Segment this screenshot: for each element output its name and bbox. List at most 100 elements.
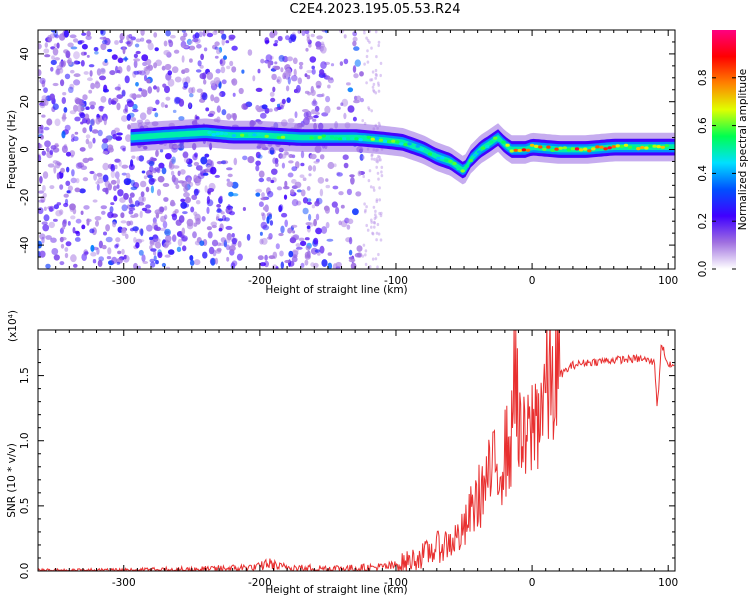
noise-speckle [99,75,106,81]
noise-speckle [89,170,95,175]
ridge-peak [440,156,445,160]
noise-speckle [226,181,234,188]
noise-speckle [270,97,276,103]
ridge-peak [542,147,547,151]
noise-speckle [299,65,303,70]
noise-speckle [190,206,195,213]
noise-speckle [213,77,221,85]
noise-speckle [100,43,107,51]
noise-speckle [106,256,112,260]
noise-speckle [333,163,337,168]
noise-speckle [274,65,281,70]
noise-speckle [135,242,140,249]
y-tick-label: 0.5 [19,498,31,515]
ridge-peak [419,147,424,151]
noise-speckle [271,168,278,175]
noise-speckle [157,175,165,183]
noise-speckle [219,30,225,35]
noise-speckle [325,95,331,103]
ridge-peak [427,152,433,156]
ridge-peak [321,134,326,138]
noise-speckle [65,241,72,247]
noise-speckle [126,65,131,72]
ridge-peak [480,146,486,150]
ridge-peak [415,144,420,148]
noise-speckle [150,185,154,194]
noise-speckle [336,172,343,177]
noise-speckle [116,178,121,185]
noise-speckle [364,262,368,266]
noise-speckle [221,79,227,85]
noise-speckle [226,167,233,171]
noise-speckle [182,245,187,252]
noise-speckle [359,71,364,77]
ridge-peak [399,142,404,146]
ridge-peak [513,148,518,152]
noise-speckle [133,262,138,269]
noise-speckle [218,227,223,232]
noise-speckle [192,231,197,239]
noise-speckle [123,254,127,260]
noise-speckle [193,259,201,266]
noise-speckle [284,259,291,264]
ridge-peak [358,138,363,142]
noise-speckle [50,237,57,243]
noise-speckle [38,154,42,163]
noise-speckle [74,116,81,122]
noise-speckle [268,108,273,113]
noise-speckle [67,221,71,226]
noise-speckle [362,174,366,179]
noise-speckle [319,69,325,76]
noise-speckle [63,30,69,38]
ridge-peak [325,135,331,139]
noise-speckle [225,225,233,230]
noise-speckle [350,176,355,185]
noise-speckle [119,39,123,44]
ridge-peak [342,137,347,141]
noise-speckle [359,153,364,161]
noise-speckle [145,65,151,69]
noise-speckle [177,238,183,247]
noise-speckle [140,180,147,188]
noise-speckle [163,49,171,56]
noise-speckle [374,209,377,213]
noise-speckle [196,44,202,49]
noise-speckle [148,177,155,185]
noise-speckle [164,205,168,211]
noise-speckle [310,247,318,255]
noise-speckle [214,55,219,59]
noise-speckle [113,195,118,202]
noise-speckle [141,207,148,212]
noise-speckle [237,240,242,248]
noise-speckle [54,118,61,127]
noise-speckle [167,70,173,76]
noise-speckle [155,238,161,243]
noise-speckle [53,218,58,222]
colorbar: 0.0 0.2 0.4 0.6 0.8 Normalized spectral ampli… [697,30,749,277]
noise-speckle [306,74,311,80]
noise-speckle [258,170,265,178]
noise-speckle [109,206,114,213]
noise-speckle [69,83,75,90]
noise-speckle [56,42,60,49]
noise-speckle [216,213,220,220]
ridge-peak [489,140,494,144]
ridge-peak [309,136,314,140]
noise-speckle [327,252,332,256]
noise-speckle [310,89,316,96]
noise-speckle [308,213,312,221]
ridge-peak [317,135,322,140]
noise-speckle [114,40,119,45]
noise-speckle [375,165,379,169]
noise-speckle [304,30,310,35]
noise-speckle [236,253,243,261]
noise-speckle [352,116,357,122]
noise-speckle [107,211,114,219]
noise-speckle [201,216,206,222]
ridge-peak [203,130,208,134]
noise-speckle [52,47,59,56]
noise-speckle [330,77,334,81]
noise-speckle [196,88,203,93]
noise-speckle [338,191,344,196]
